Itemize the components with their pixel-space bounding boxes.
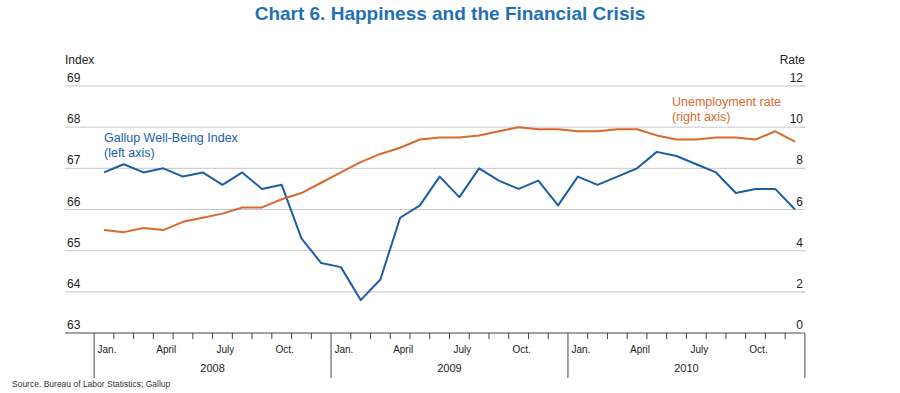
y-tick-label: 63 — [67, 318, 81, 332]
y-tick-label: 68 — [67, 112, 81, 126]
y2-tick-label: 8 — [796, 153, 803, 167]
x-tick — [232, 333, 233, 339]
grid-line — [65, 86, 805, 87]
x-tick — [271, 333, 272, 339]
x-tick — [785, 333, 786, 339]
x-tick-label: July — [217, 344, 235, 355]
x-tick — [113, 333, 114, 339]
grid-line — [65, 250, 805, 251]
x-tick — [548, 333, 549, 339]
x-tick-label: April — [630, 344, 650, 355]
x-tick-label: July — [690, 344, 708, 355]
y2-tick — [801, 86, 805, 87]
y-tick-label: 69 — [67, 71, 81, 85]
series-line — [104, 152, 795, 300]
y2-tick-label: 4 — [796, 236, 803, 250]
x-group-label: 2009 — [437, 362, 461, 374]
x-tick — [192, 333, 193, 339]
y2-axis-title: Rate — [780, 53, 806, 67]
x-tick — [666, 333, 667, 339]
y-tick-label: 64 — [67, 277, 81, 291]
year-separator — [804, 333, 805, 378]
x-tick — [291, 333, 292, 339]
x-tick-label: Jan. — [334, 344, 353, 355]
grid-line — [65, 291, 805, 292]
y-tick-label: 65 — [67, 236, 81, 250]
x-tick — [587, 333, 588, 339]
y-tick-label: 67 — [67, 153, 81, 167]
y2-tick-label: 2 — [796, 277, 803, 291]
grid-line — [65, 332, 805, 333]
y2-tick-label: 0 — [796, 318, 803, 332]
series-line — [104, 127, 795, 232]
plot-area — [104, 127, 795, 300]
y2-tick — [801, 127, 805, 128]
year-separator — [331, 333, 332, 378]
series-annotation: (right axis) — [672, 110, 730, 124]
x-tick-label: Oct. — [749, 344, 767, 355]
x-group-label: 2010 — [674, 362, 698, 374]
y-axis-title: Index — [65, 53, 94, 67]
x-tick — [449, 333, 450, 339]
x-tick — [133, 333, 134, 339]
title: Chart 6. Happiness and the Financial Cri… — [255, 3, 646, 24]
x-tick — [410, 333, 411, 339]
x-tick-label: April — [156, 344, 176, 355]
x-tick — [390, 333, 391, 339]
x-tick — [212, 333, 213, 339]
series-annotation: (left axis) — [104, 146, 155, 160]
x-tick — [745, 333, 746, 339]
grid-line — [65, 209, 805, 210]
x-tick — [706, 333, 707, 339]
x-tick — [646, 333, 647, 339]
grid-line — [65, 168, 805, 169]
grid-line — [65, 127, 805, 128]
y2-tick — [801, 168, 805, 169]
y2-tick-label: 10 — [790, 112, 804, 126]
x-tick — [488, 333, 489, 339]
series-label: Unemployment rate — [672, 95, 781, 109]
x-tick — [429, 333, 430, 339]
x-tick — [370, 333, 371, 339]
source: Source. Bureau of Labor Statistics; Gall… — [12, 379, 171, 389]
x-tick-label: Jan. — [571, 344, 590, 355]
y2-tick — [801, 250, 805, 251]
x-tick-label: April — [393, 344, 413, 355]
x-tick — [725, 333, 726, 339]
x-tick — [173, 333, 174, 339]
y2-tick — [801, 209, 805, 210]
x-tick — [350, 333, 351, 339]
x-tick — [469, 333, 470, 339]
year-separator — [567, 333, 568, 378]
year-separator — [94, 333, 95, 378]
y-tick-label: 66 — [67, 195, 81, 209]
x-tick — [528, 333, 529, 339]
x-group-label: 2008 — [200, 362, 224, 374]
x-tick-label: Oct. — [512, 344, 530, 355]
x-tick — [686, 333, 687, 339]
x-tick-label: Jan. — [98, 344, 117, 355]
chart: Chart 6. Happiness and the Financial Cri… — [0, 0, 900, 393]
y2-tick — [801, 291, 805, 292]
x-tick — [627, 333, 628, 339]
x-tick — [153, 333, 154, 339]
series-label: Gallup Well-Being Index — [104, 131, 239, 145]
y2-tick-label: 12 — [790, 71, 804, 85]
y2-tick-label: 6 — [796, 195, 803, 209]
x-tick-label: Oct. — [276, 344, 294, 355]
x-tick — [508, 333, 509, 339]
x-tick — [252, 333, 253, 339]
x-tick-label: July — [453, 344, 471, 355]
x-tick — [607, 333, 608, 339]
x-tick — [765, 333, 766, 339]
x-tick — [311, 333, 312, 339]
